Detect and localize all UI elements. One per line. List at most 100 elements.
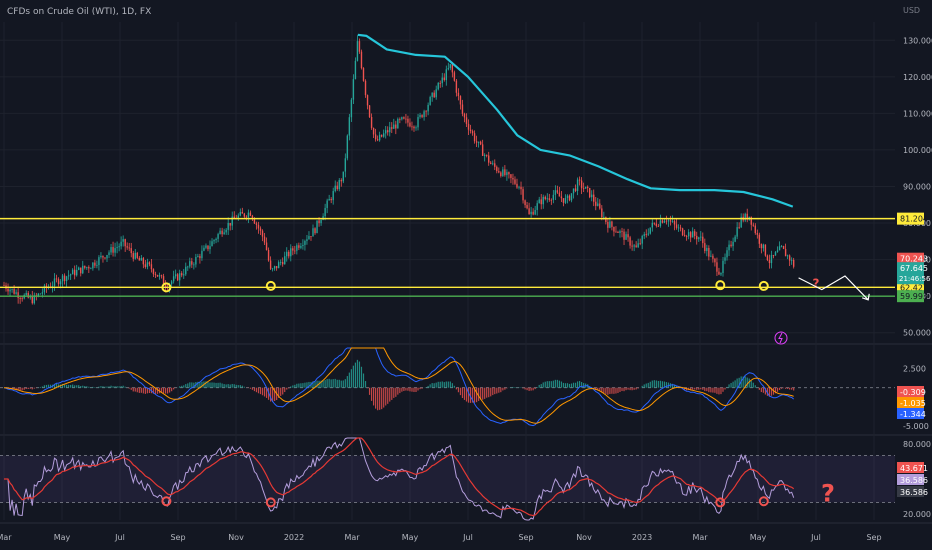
macd-histogram-bar: [651, 380, 653, 388]
rsi-pane[interactable]: ?: [0, 437, 895, 521]
rsi-band: [0, 455, 895, 503]
candle-body: [380, 134, 383, 137]
candle-body: [225, 229, 227, 233]
candle-body: [556, 190, 559, 193]
macd-histogram-bar: [502, 387, 504, 391]
macd-tag-label: -1.344: [900, 410, 926, 419]
candle-body: [118, 246, 120, 248]
macd-histogram-bar: [221, 383, 223, 388]
macd-histogram-bar: [411, 387, 413, 392]
macd-histogram-bar: [710, 387, 712, 393]
macd-histogram-bar: [708, 387, 710, 393]
macd-histogram-bar: [306, 382, 308, 388]
macd-pane[interactable]: [0, 347, 895, 427]
candle-body: [318, 220, 320, 224]
macd-histogram-bar: [187, 383, 189, 388]
candle-body: [257, 224, 260, 229]
macd-histogram-bar: [482, 387, 484, 400]
macd-histogram-bar: [27, 387, 29, 390]
macd-histogram-bar: [320, 380, 322, 388]
macd-histogram-bar: [635, 387, 637, 390]
candle-body: [655, 223, 658, 226]
macd-histogram-bar: [356, 359, 359, 388]
macd-histogram-bar: [611, 387, 613, 394]
candle-body: [199, 256, 201, 259]
candle-body: [348, 117, 351, 136]
candle-body: [300, 246, 302, 248]
macd-histogram-bar: [183, 385, 185, 388]
macd-histogram-bar: [243, 386, 245, 388]
macd-histogram-bar: [599, 387, 601, 392]
candle-body: [631, 245, 633, 247]
macd-histogram-bar: [122, 385, 124, 388]
x-axis[interactable]: Mar May Jul Sep Nov 2022 Mar May Jul Sep Nov 2023 Ma…: [0, 533, 882, 542]
macd-histogram-bar: [290, 386, 292, 388]
candle-body: [443, 77, 445, 81]
macd-histogram-bar: [451, 383, 453, 388]
candle-body: [368, 105, 371, 117]
macd-histogram-bar: [728, 384, 730, 388]
candle-body: [570, 193, 573, 201]
candle-body: [647, 233, 649, 235]
macd-histogram-bar: [263, 387, 266, 397]
candle-body: [144, 264, 147, 267]
lightning-icon[interactable]: [774, 331, 788, 345]
candle-body: [187, 266, 189, 268]
y-axis[interactable]: 130.000 120.000 110.000 100.000 90.000 80.000…: [897, 36, 932, 519]
candle-body: [730, 244, 732, 247]
candle-body: [586, 186, 589, 188]
macd-histogram-bar: [162, 387, 165, 394]
macd-histogram-bar: [407, 387, 409, 391]
macd-histogram-bar: [427, 385, 429, 388]
macd-histogram-bar: [649, 381, 651, 388]
candle-body: [65, 276, 68, 282]
candle-body: [292, 248, 294, 251]
macd-histogram-bar: [284, 387, 286, 393]
candle-body: [215, 238, 217, 241]
macd-histogram-bar: [68, 384, 70, 388]
candle-body: [78, 267, 80, 270]
candle-body: [217, 234, 219, 239]
macd-histogram-bar: [237, 385, 239, 388]
macd-histogram-bar: [500, 387, 502, 393]
candle-body: [310, 236, 312, 237]
candle-body: [578, 179, 581, 181]
candle-body: [752, 224, 754, 226]
macd-histogram-bar: [43, 385, 45, 388]
candle-body: [479, 141, 482, 145]
candle-body: [185, 266, 187, 275]
macd-histogram-bar: [381, 387, 383, 410]
macd-histogram-bar: [316, 380, 318, 388]
macd-histogram-bar: [191, 382, 193, 388]
macd-histogram-bar: [789, 387, 791, 390]
candle-body: [338, 180, 340, 190]
macd-histogram-bar: [181, 385, 183, 388]
candle-body: [740, 216, 742, 228]
x-tick-label: May: [402, 533, 419, 542]
macd-histogram-bar: [469, 387, 472, 403]
candle-body: [435, 89, 437, 98]
candle-body: [376, 139, 379, 141]
candle-body: [213, 240, 215, 242]
macd-histogram-bar: [494, 387, 496, 395]
candle-body: [247, 212, 250, 218]
y-tick-label: 20.000: [903, 510, 931, 519]
price-pane[interactable]: ?: [0, 33, 895, 305]
macd-histogram-bar: [490, 387, 492, 397]
candle-body: [69, 274, 72, 276]
candle-body: [25, 292, 27, 295]
macd-histogram-bar: [581, 382, 583, 388]
macd-histogram-bar: [762, 387, 764, 393]
candle-body: [284, 256, 286, 265]
candle-body: [772, 255, 775, 256]
candle-body: [205, 245, 207, 248]
macd-histogram-bar: [623, 387, 625, 392]
macd-histogram-bar: [118, 386, 120, 388]
candle-body: [595, 201, 597, 206]
candle-body: [342, 171, 344, 182]
macd-histogram-bar: [471, 387, 474, 403]
candle-body: [88, 267, 90, 269]
candle-body: [61, 275, 64, 282]
candle-body: [455, 80, 458, 93]
